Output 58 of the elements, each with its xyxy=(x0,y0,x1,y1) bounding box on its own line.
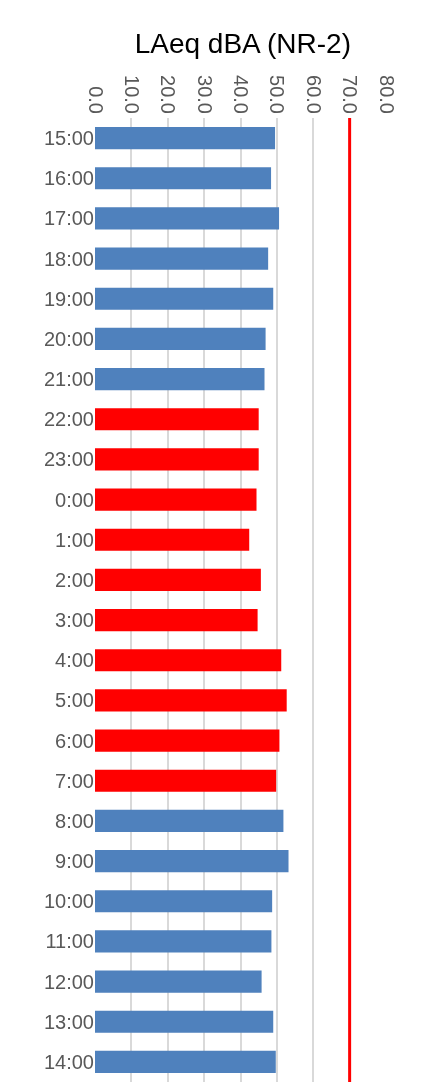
bar xyxy=(95,327,266,350)
bar xyxy=(95,890,273,913)
y-tick-label: 2:00 xyxy=(55,568,94,591)
bar xyxy=(95,1010,274,1033)
bar xyxy=(95,368,265,391)
y-tick-label: 0:00 xyxy=(55,488,94,511)
bar xyxy=(95,850,289,873)
y-tick-label: 14:00 xyxy=(43,1050,94,1073)
y-tick-label: 1:00 xyxy=(55,528,94,551)
bar xyxy=(95,408,259,431)
x-tick-label: 20.0 xyxy=(157,75,180,114)
x-tick-label: 10.0 xyxy=(120,75,143,114)
y-tick-label: 6:00 xyxy=(55,729,94,752)
bar xyxy=(95,649,282,672)
bar xyxy=(95,568,261,591)
y-tick-label: 9:00 xyxy=(55,850,94,873)
bar xyxy=(95,729,280,752)
bar xyxy=(95,247,269,270)
x-tick-label: 60.0 xyxy=(302,75,325,114)
bar xyxy=(95,1050,276,1073)
y-tick-label: 7:00 xyxy=(55,769,94,792)
bar xyxy=(95,287,274,310)
y-tick-label: 8:00 xyxy=(55,809,94,832)
y-tick-label: 12:00 xyxy=(43,970,94,993)
bar xyxy=(95,488,257,511)
bar xyxy=(95,167,272,190)
y-tick-label: 18:00 xyxy=(43,247,94,270)
bar xyxy=(95,970,262,993)
y-tick-label: 5:00 xyxy=(55,689,94,712)
y-tick-label: 11:00 xyxy=(45,930,94,953)
y-tick-label: 23:00 xyxy=(43,448,94,471)
y-tick-label: 3:00 xyxy=(55,609,94,632)
y-tick-label: 22:00 xyxy=(43,408,94,431)
x-tick-label: 40.0 xyxy=(230,75,252,114)
y-tick-label: 17:00 xyxy=(43,207,94,230)
y-tick-label: 13:00 xyxy=(43,1010,94,1033)
y-tick-label: 10:00 xyxy=(43,890,94,913)
x-tick-label: 0.0 xyxy=(84,86,107,114)
bar xyxy=(95,207,280,230)
y-tick-label: 20:00 xyxy=(43,327,94,350)
x-tick-label: 70.0 xyxy=(339,75,362,114)
y-tick-label: 21:00 xyxy=(43,368,94,391)
y-tick-label: 15:00 xyxy=(43,127,94,150)
x-tick-label: 50.0 xyxy=(266,75,289,114)
y-tick-label: 4:00 xyxy=(55,649,94,672)
x-tick-label: 80.0 xyxy=(375,75,398,114)
bar xyxy=(95,609,258,632)
y-tick-label: 19:00 xyxy=(43,287,94,310)
bar xyxy=(95,769,277,792)
chart-title: LAeq dBA (NR-2) xyxy=(134,28,351,60)
bar xyxy=(95,448,259,471)
bar xyxy=(95,689,287,712)
bar xyxy=(95,528,250,551)
x-tick-label: 30.0 xyxy=(193,75,216,114)
bar xyxy=(95,127,276,150)
y-tick-label: 16:00 xyxy=(43,167,94,190)
bar xyxy=(95,930,272,953)
bar xyxy=(95,809,284,832)
